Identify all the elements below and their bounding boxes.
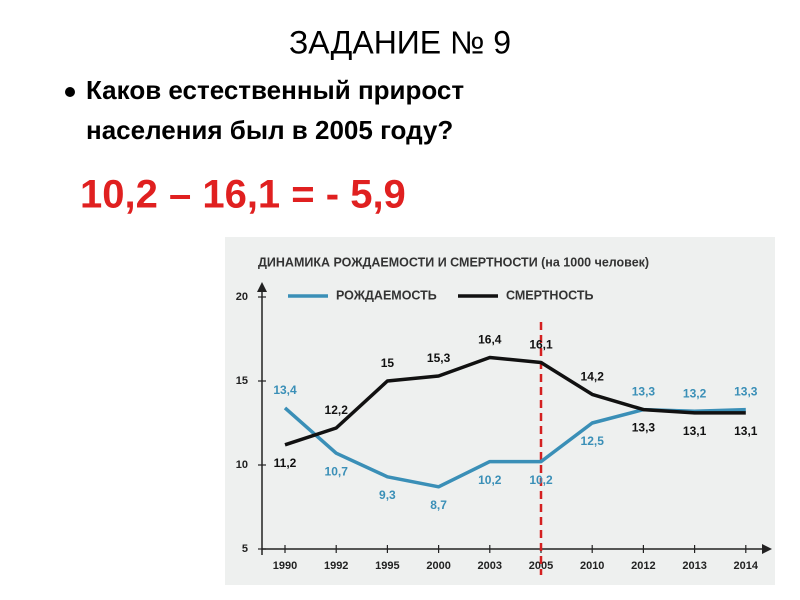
bullet-line: Каков естественный прирост [86, 75, 464, 105]
x-axis-arrow [762, 544, 772, 554]
x-tick-label: 1990 [273, 560, 297, 572]
value-label: 10,7 [325, 464, 349, 478]
value-label: 13,3 [632, 385, 656, 399]
value-label: 13,3 [632, 421, 656, 435]
x-tick-label: 2005 [529, 560, 553, 572]
x-tick-label: 1992 [324, 560, 348, 572]
value-label: 13,2 [683, 386, 707, 400]
series-line [284, 355, 746, 447]
x-tick-label: 1995 [375, 560, 399, 572]
value-label: 9,3 [379, 488, 396, 502]
y-tick-label: 15 [236, 375, 248, 387]
value-label: 13,4 [273, 383, 297, 397]
value-label: 10,2 [529, 473, 553, 487]
value-label: 15 [381, 356, 395, 370]
y-tick-label: 10 [236, 459, 248, 471]
value-label: 10,2 [478, 473, 502, 487]
bullet-dot [65, 87, 75, 97]
x-tick-label: 2000 [426, 560, 450, 572]
x-tick-label: 2003 [478, 560, 502, 572]
formula: 10,2 – 16,1 = - 5,9 [80, 173, 406, 217]
y-tick-label: 20 [236, 291, 248, 303]
y-tick-label: 5 [242, 543, 248, 555]
x-tick-label: 2013 [682, 560, 706, 572]
chart-title: ДИНАМИКА РОЖДАЕМОСТИ И СМЕРТНОСТИ (на 10… [258, 255, 649, 269]
value-label: 8,7 [430, 498, 447, 512]
bullet-line: населения был в 2005 году? [86, 115, 453, 145]
x-tick-label: 2010 [580, 560, 604, 572]
value-label: 12,2 [325, 403, 349, 417]
value-label: 15,3 [427, 351, 451, 365]
value-label: 14,2 [581, 370, 605, 384]
y-axis-arrow [257, 282, 267, 292]
value-label: 16,4 [478, 333, 502, 347]
legend-label: РОЖДАЕМОСТЬ [336, 288, 437, 302]
slide-title: ЗАДАНИЕ № 9 [289, 24, 511, 60]
value-label: 13,1 [683, 424, 707, 438]
x-tick-label: 2012 [631, 560, 655, 572]
value-label: 11,2 [274, 456, 297, 470]
value-label: 12,5 [581, 434, 605, 448]
value-label: 16,1 [529, 338, 553, 352]
value-label: 13,1 [734, 424, 758, 438]
legend-label: СМЕРТНОСТЬ [506, 288, 594, 302]
value-label: 13,3 [734, 385, 758, 399]
x-tick-label: 2014 [734, 560, 759, 572]
